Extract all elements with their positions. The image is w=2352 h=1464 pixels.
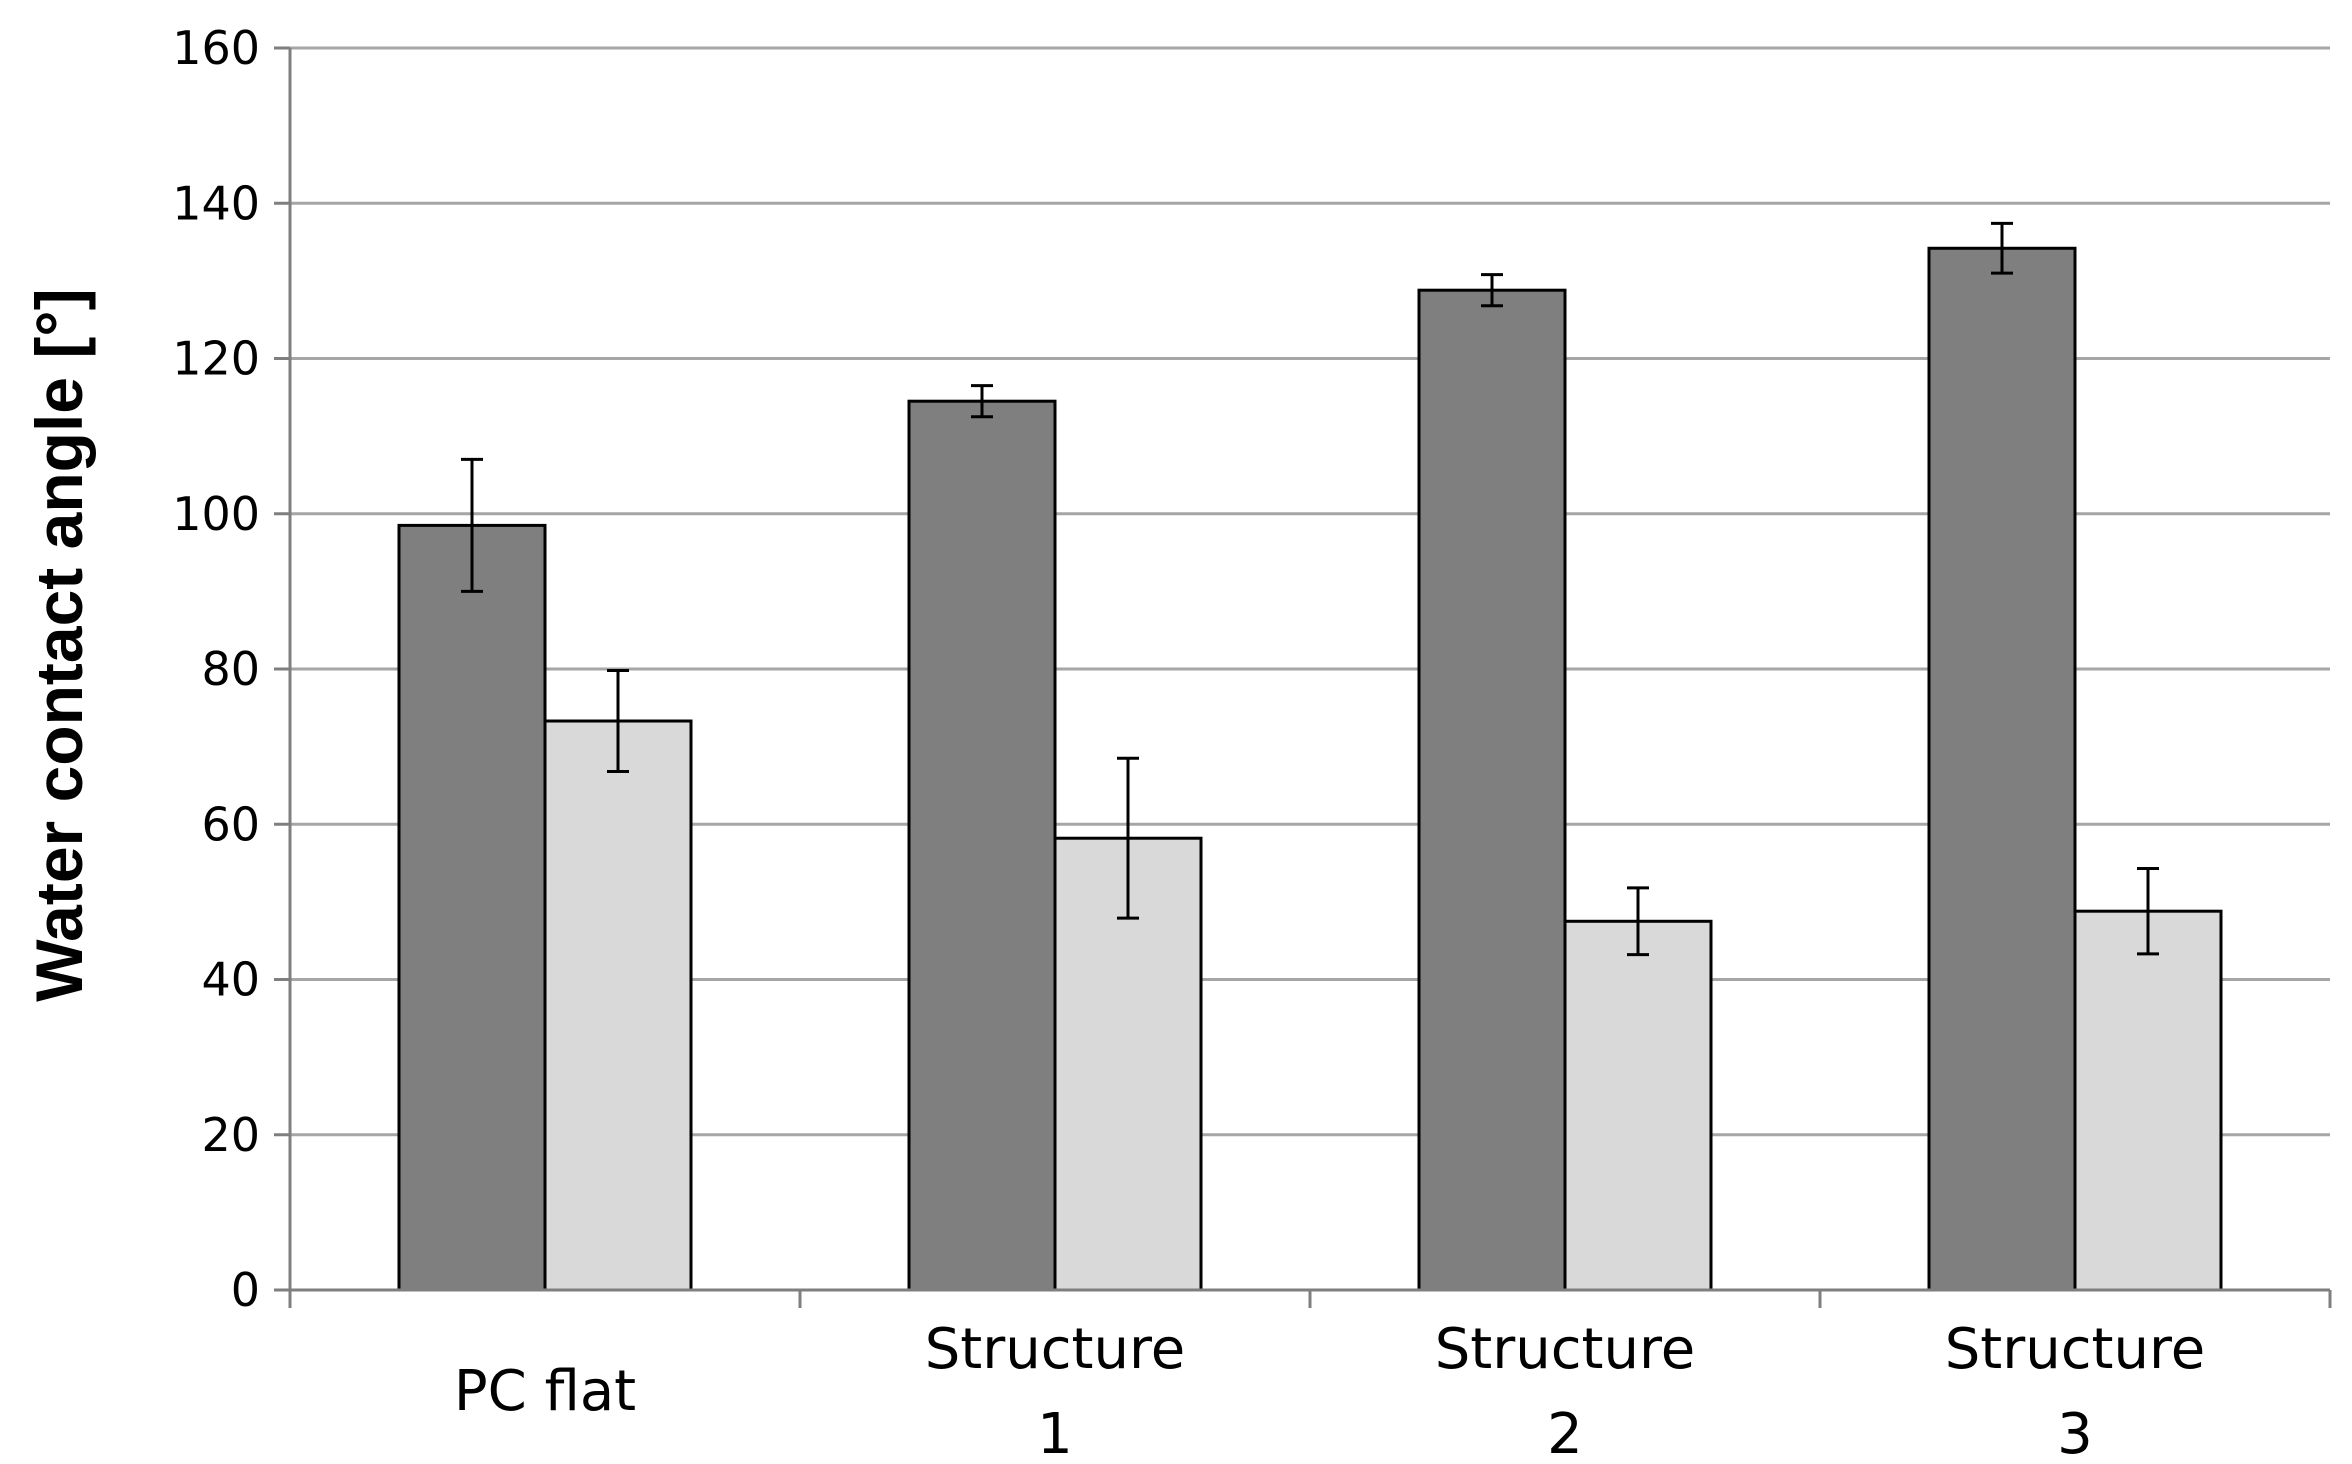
bar-series-1-3	[1417, 288, 1567, 1292]
error-bar-series-2-1	[607, 669, 629, 773]
y-tick-label: 0	[231, 1263, 260, 1317]
x-category-label: Structure	[1945, 1317, 2206, 1382]
x-category-label: PC flat	[454, 1359, 636, 1424]
y-tick-label: 20	[201, 1108, 260, 1162]
x-category-label: 1	[1037, 1402, 1073, 1464]
x-category-label: 2	[1547, 1402, 1583, 1464]
bar-series-1-2	[907, 399, 1057, 1292]
error-bars	[461, 221, 2159, 957]
bar-series-2-1	[543, 719, 693, 1292]
bar-series-2-3	[1563, 919, 1713, 1292]
axes	[288, 48, 2332, 1308]
bar-series-1-1	[397, 523, 547, 1292]
bars	[397, 246, 2223, 1292]
y-tick-label: 120	[172, 332, 260, 386]
error-bar-series-1-1	[461, 457, 483, 593]
y-tick-label: 100	[172, 487, 260, 541]
error-bar-series-1-2	[971, 384, 993, 419]
y-axis-ticks: 0 20 40 60 80 100 120 140 160	[172, 21, 290, 1317]
bar-series-2-4	[2073, 909, 2223, 1292]
error-bar-series-2-3	[1627, 886, 1649, 957]
x-category-label: 3	[2057, 1402, 2093, 1464]
error-bar-series-2-4	[2137, 866, 2159, 956]
y-tick-label: 60	[201, 797, 260, 851]
y-tick-label: 140	[172, 176, 260, 230]
y-tick-label: 80	[201, 642, 260, 696]
x-category-label: Structure	[1435, 1317, 1696, 1382]
error-bar-series-1-3	[1481, 273, 1503, 308]
x-category-label: Structure	[925, 1317, 1186, 1382]
y-tick-label: 40	[201, 953, 260, 1007]
error-bar-series-1-4	[1991, 221, 2013, 275]
bar-series-1-4	[1927, 246, 2077, 1292]
y-axis-title: Water contact angle [°]	[22, 288, 96, 1001]
x-axis-labels: PC flat Structure 1 Structure 2 Structure 3	[454, 1317, 2205, 1464]
y-tick-label: 160	[172, 21, 260, 75]
error-bar-series-2-2	[1117, 756, 1139, 920]
